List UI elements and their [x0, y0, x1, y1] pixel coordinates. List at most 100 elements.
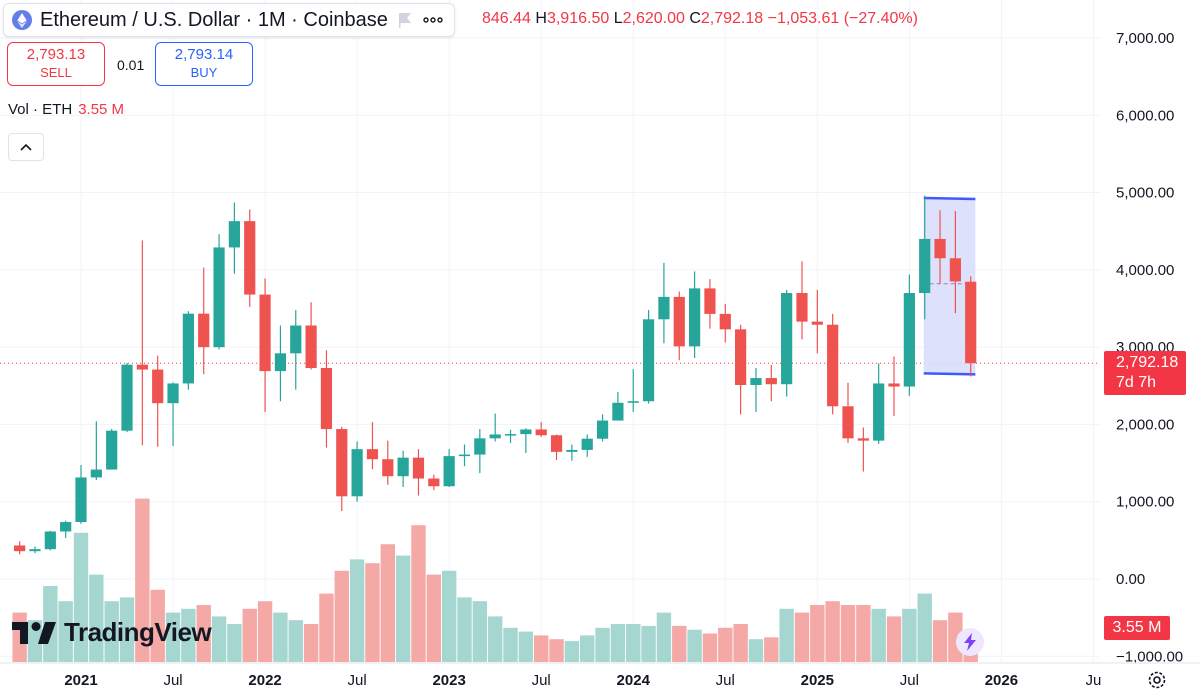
ohlc-close-label: C: [689, 10, 701, 27]
volume-bar: [503, 627, 518, 662]
candle-body: [474, 438, 486, 455]
y-tick-label: 5,000.00: [1116, 185, 1174, 202]
volume-bar: [702, 633, 718, 662]
candle-body: [428, 478, 440, 487]
volume-bar: [211, 616, 227, 662]
volume-bar: [902, 608, 917, 662]
volume-bar: [733, 624, 748, 662]
x-tick-label: 2026: [985, 672, 1018, 689]
x-tick-label: Jul: [348, 672, 367, 689]
volume-bar: [349, 559, 365, 662]
candle-body: [520, 429, 532, 435]
candle-body: [919, 238, 931, 294]
candle-body: [504, 434, 517, 436]
lightning-icon[interactable]: [956, 628, 984, 656]
volume-bar: [794, 612, 810, 662]
volume-bar: [273, 612, 288, 662]
volume-bar: [119, 597, 135, 662]
candle-body: [274, 353, 287, 372]
volume-bar: [257, 601, 273, 662]
symbol-title-box[interactable]: Ethereum / U.S. Dollar · 1M · Coinbase: [3, 3, 455, 37]
volume-bar: [457, 597, 472, 662]
volume-bar: [886, 616, 902, 662]
volume-bar: [227, 624, 242, 662]
candle-body: [612, 402, 624, 421]
volume-bar: [150, 589, 165, 662]
candle-body: [965, 281, 977, 364]
ohlc-low-label: L: [613, 10, 623, 27]
volume-bar: [441, 570, 457, 662]
x-tick-label: 2024: [617, 672, 651, 689]
volume-bar: [58, 601, 73, 662]
volume-bar: [810, 605, 825, 662]
candle-body: [167, 383, 179, 404]
y-tick-label: 2,000.00: [1116, 416, 1174, 433]
sell-button[interactable]: 2,793.13 SELL: [7, 42, 105, 86]
axes: −1,000.000.001,000.002,000.003,000.004,0…: [0, 30, 1200, 689]
x-tick-label: Jul: [532, 672, 551, 689]
candle-body: [136, 364, 148, 370]
candle-body: [796, 293, 808, 322]
volume-bar: [917, 593, 932, 662]
flag-icon[interactable]: [396, 11, 414, 29]
volume-legend[interactable]: Vol · ETH 3.55 M: [8, 101, 124, 118]
volume-bar: [303, 624, 319, 662]
tradingview-watermark: TradingView: [12, 617, 212, 648]
x-tick-label: 2021: [64, 672, 97, 689]
volume-bar: [534, 635, 549, 662]
candle-body: [781, 293, 793, 385]
candle-body: [412, 457, 425, 479]
candle-body: [244, 221, 256, 295]
volume-bar: [395, 555, 411, 662]
volume-bar: [518, 631, 534, 662]
ohlc-open: 846.44: [482, 10, 531, 27]
volume-bar: [748, 639, 764, 662]
volume-bar: [89, 574, 104, 662]
highlight-top-edge: [923, 196, 976, 201]
volume-bar: [242, 608, 257, 662]
x-tick-label: 2023: [432, 672, 465, 689]
candle-body: [259, 294, 271, 372]
candle-body: [750, 378, 762, 386]
ohlc-high: 3,916.50: [546, 10, 610, 27]
sell-label: SELL: [40, 65, 72, 80]
candles: [14, 195, 977, 555]
candle-body: [366, 449, 379, 460]
candle-body: [535, 429, 547, 436]
volume-bar: [656, 612, 672, 662]
x-tick-label: Jul: [716, 672, 735, 689]
candle-body: [351, 449, 363, 497]
volume-bar: [764, 637, 779, 662]
volume-bar: [196, 605, 211, 662]
x-tick-label: Jul: [900, 672, 919, 689]
more-dots-icon[interactable]: [422, 11, 444, 29]
volume-bar: [672, 625, 687, 662]
buy-button[interactable]: 2,793.14 BUY: [155, 42, 253, 86]
candle-body: [382, 459, 394, 477]
volume-bar: [73, 532, 89, 662]
y-tick-label: 6,000.00: [1116, 107, 1174, 124]
x-tick-label: Ju: [1086, 672, 1102, 689]
volume-bar: [718, 627, 733, 662]
candle-body: [290, 325, 302, 354]
y-tick-label: 0.00: [1116, 571, 1145, 588]
candle-body: [842, 406, 854, 439]
candle-body: [458, 454, 471, 457]
settings-gear-icon[interactable]: [1146, 669, 1168, 691]
volume-bar: [487, 616, 503, 662]
volume-bar: [181, 608, 196, 662]
candle-body: [566, 449, 578, 452]
candle-body: [60, 522, 72, 532]
collapse-legend-button[interactable]: [8, 133, 44, 161]
volume-bar: [564, 641, 580, 662]
tradingview-logo-icon: [12, 621, 56, 644]
highlight-bottom-edge: [923, 372, 976, 376]
candle-body: [213, 247, 225, 348]
candle-body: [934, 238, 946, 259]
candle-body: [198, 313, 210, 348]
volume-bar: [288, 620, 303, 662]
volume-bar: [595, 627, 610, 662]
candle-body: [443, 456, 455, 487]
volume-bar: [426, 574, 442, 662]
